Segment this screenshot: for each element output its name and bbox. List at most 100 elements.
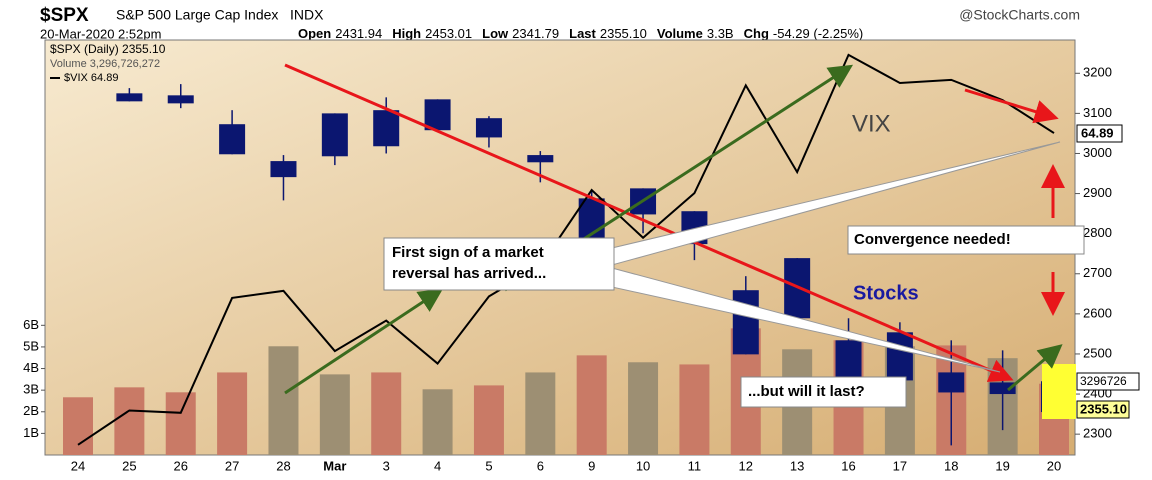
annotation: First sign of a market <box>392 244 544 261</box>
volume-bar <box>473 385 504 455</box>
x-tick-label: 3 <box>383 458 390 473</box>
high-label: High <box>392 26 421 41</box>
low-label: Low <box>482 26 509 41</box>
y-tick-label: 3200 <box>1083 65 1112 80</box>
x-tick-label: 24 <box>71 458 85 473</box>
annotation: reversal has arrived... <box>392 265 546 282</box>
candle-body <box>219 124 246 155</box>
y-tick-label: 2300 <box>1083 426 1112 441</box>
volume-bar <box>576 355 607 455</box>
vix-value-label: 64.89 <box>1081 125 1114 140</box>
symbol: $SPX <box>40 5 89 26</box>
y-tick-label: 3100 <box>1083 105 1112 120</box>
value-label-box <box>1076 372 1140 391</box>
volume-bar <box>628 362 659 455</box>
candle-body <box>270 161 297 178</box>
x-tick-label: 27 <box>225 458 239 473</box>
candle-body <box>578 198 605 244</box>
exchange: INDX <box>290 7 324 23</box>
high: 2453.01 <box>425 26 472 41</box>
legend-vix: $VIX 64.89 <box>64 72 118 84</box>
y-tick-label: 2500 <box>1083 345 1112 360</box>
candle-body <box>989 382 1016 395</box>
volume-bar <box>319 374 350 455</box>
index-name: S&P 500 Large Cap Index <box>116 7 278 23</box>
chg-label: Chg <box>744 26 769 41</box>
x-tick-label: 26 <box>174 458 188 473</box>
y-tick-label: 2600 <box>1083 305 1112 320</box>
green-arrow <box>284 288 444 395</box>
volume-bar <box>114 387 145 455</box>
volume-tick-label: 6B <box>23 317 39 332</box>
volume-value-label: 3296726 <box>1080 374 1127 388</box>
candle-body <box>116 93 143 102</box>
y-tick-label: 3000 <box>1083 145 1112 160</box>
x-tick-label: 11 <box>688 458 702 473</box>
x-tick-label: 20 <box>1047 458 1061 473</box>
volume-bar <box>217 372 248 455</box>
volume-bar <box>679 364 710 455</box>
x-tick-label: 18 <box>944 458 958 473</box>
annotation: Stocks <box>853 282 919 304</box>
volume-tick-label: 4B <box>23 360 39 375</box>
legend-spx: $SPX (Daily) 2355.10 <box>50 42 166 56</box>
green-arrow <box>1007 344 1063 392</box>
volume-bar <box>63 397 93 455</box>
open-label: Open <box>298 26 331 41</box>
y-tick-label: 2800 <box>1083 225 1112 240</box>
volume-bar <box>371 372 402 455</box>
annotation: ...but will it last? <box>748 383 865 400</box>
candle-body <box>527 155 554 163</box>
volume-bar <box>422 389 453 455</box>
legend-volume: Volume 3,296,726,272 <box>50 58 160 70</box>
value-label-box <box>1076 400 1130 419</box>
last-value-label: 2355.10 <box>1080 401 1127 416</box>
volume-tick-label: 2B <box>23 403 39 418</box>
last-label: Last <box>569 26 596 41</box>
datetime: 20-Mar-2020 2:52pm <box>40 26 161 41</box>
candle-body <box>886 332 913 381</box>
open: 2431.94 <box>335 26 382 41</box>
y-tick-label: 2900 <box>1083 185 1112 200</box>
candle-body <box>321 113 348 157</box>
chg: -54.29 (-2.25%) <box>773 26 863 41</box>
x-tick-label: 5 <box>485 458 492 473</box>
volume: 3.3B <box>707 26 734 41</box>
last: 2355.10 <box>600 26 647 41</box>
candle-body <box>167 95 194 104</box>
volume-label: Volume <box>657 26 703 41</box>
value-label-box <box>1076 124 1123 143</box>
volume-tick-label: 3B <box>23 382 39 397</box>
highlight <box>1042 364 1076 419</box>
x-tick-label: 17 <box>893 458 907 473</box>
volume-bar <box>165 392 196 455</box>
volume-tick-label: 5B <box>23 338 39 353</box>
source: @StockCharts.com <box>959 7 1080 23</box>
y-tick-label: 2700 <box>1083 265 1112 280</box>
x-tick-label: Mar <box>323 458 346 473</box>
annotation: VIX <box>852 110 891 137</box>
candle-body <box>475 118 502 138</box>
x-tick-label: 16 <box>841 458 855 473</box>
candle-body <box>424 99 451 131</box>
volume-bar <box>268 346 299 455</box>
x-tick-label: 13 <box>790 458 804 473</box>
callout-box <box>847 225 1085 255</box>
candle-body <box>732 290 759 355</box>
x-tick-label: 6 <box>537 458 544 473</box>
callout-box <box>383 237 615 291</box>
annotation: Convergence needed! <box>854 231 1011 248</box>
low: 2341.79 <box>512 26 559 41</box>
x-tick-label: 25 <box>122 458 136 473</box>
candle-body <box>373 110 400 147</box>
quote-line: Open 2431.94 High 2453.01 Low 2341.79 Last 2355… <box>298 26 863 41</box>
volume-tick-label: 1B <box>23 425 39 440</box>
x-tick-label: 10 <box>636 458 650 473</box>
x-tick-label: 4 <box>434 458 441 473</box>
red-arrow <box>964 88 1059 124</box>
candle-body <box>938 372 965 393</box>
vix-line <box>77 53 1055 446</box>
callout-box <box>740 376 907 408</box>
